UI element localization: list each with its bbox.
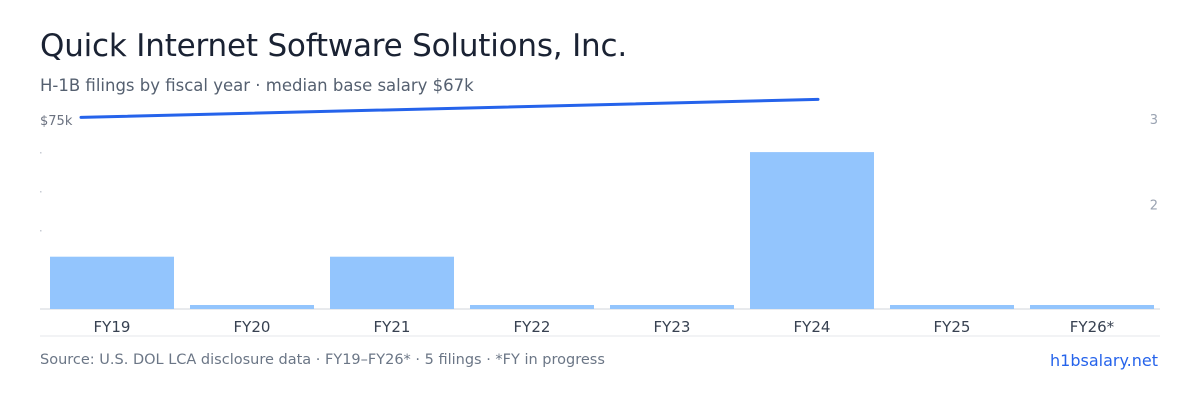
bar-fy22 <box>470 305 594 309</box>
salary-line <box>79 97 820 119</box>
right-axis-tick-label: 3 <box>1150 113 1158 128</box>
bar-fy23 <box>610 305 734 309</box>
bar-fy25 <box>890 305 1014 309</box>
left-axis-tick-label: $75k <box>40 114 73 129</box>
chart-subtitle: H-1B filings by fiscal year · median bas… <box>40 76 474 95</box>
x-tick-label: FY26* <box>1070 318 1115 336</box>
bar-fy26 <box>1030 305 1154 309</box>
x-tick-label: FY19 <box>94 318 131 336</box>
bar-fy24 <box>750 152 874 309</box>
x-tick-label: FY20 <box>234 318 271 336</box>
bar-fy21 <box>330 256 454 309</box>
bar-fy20 <box>190 305 314 309</box>
left-axis-tick-mark <box>40 152 42 154</box>
x-tick-label: FY24 <box>794 318 831 336</box>
x-tick-label: FY23 <box>654 318 691 336</box>
left-axis-tick-mark <box>40 191 42 193</box>
x-tick-label: FY25 <box>934 318 971 336</box>
brand-link[interactable]: h1bsalary.net <box>1050 351 1158 370</box>
x-tick-label: FY22 <box>514 318 551 336</box>
chart-title: Quick Internet Software Solutions, Inc. <box>40 28 627 64</box>
right-axis-tick-label: 2 <box>1150 198 1158 213</box>
left-axis-tick-mark <box>40 230 42 232</box>
source-note: Source: U.S. DOL LCA disclosure data · F… <box>40 352 605 368</box>
bar-fy19 <box>50 256 174 309</box>
x-tick-label: FY21 <box>374 318 411 336</box>
